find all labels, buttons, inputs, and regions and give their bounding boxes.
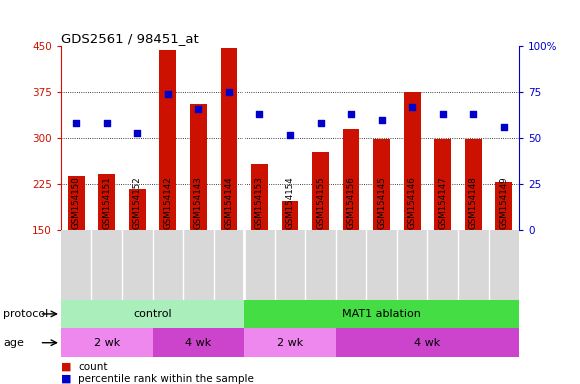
- Bar: [99, 174, 115, 230]
- Text: percentile rank within the sample: percentile rank within the sample: [78, 374, 254, 384]
- Bar: [312, 152, 329, 230]
- Text: 4 wk: 4 wk: [414, 338, 441, 348]
- Bar: [495, 182, 512, 230]
- Text: ■: ■: [61, 361, 71, 372]
- Bar: [336, 328, 519, 357]
- Text: GDS2561 / 98451_at: GDS2561 / 98451_at: [61, 32, 198, 45]
- Bar: [61, 328, 153, 357]
- Bar: [343, 129, 360, 230]
- Bar: [434, 139, 451, 230]
- Bar: [160, 50, 176, 230]
- Text: 4 wk: 4 wk: [185, 338, 212, 348]
- Bar: [68, 176, 85, 230]
- Point: [102, 121, 111, 127]
- Point: [316, 121, 325, 127]
- Bar: [129, 189, 146, 230]
- Point: [71, 121, 81, 127]
- Text: MAT1 ablation: MAT1 ablation: [342, 309, 421, 319]
- Bar: [251, 164, 268, 230]
- Point: [133, 130, 142, 136]
- Bar: [153, 328, 244, 357]
- Text: 2 wk: 2 wk: [277, 338, 303, 348]
- Bar: [465, 139, 481, 230]
- Bar: [404, 92, 420, 230]
- Point: [469, 111, 478, 118]
- Text: control: control: [133, 309, 172, 319]
- Point: [346, 111, 356, 118]
- Text: ■: ■: [61, 374, 71, 384]
- Bar: [61, 300, 244, 328]
- Point: [377, 117, 386, 123]
- Bar: [374, 139, 390, 230]
- Text: age: age: [3, 338, 24, 348]
- Point: [285, 131, 295, 137]
- Bar: [282, 201, 298, 230]
- Text: count: count: [78, 361, 108, 372]
- Bar: [244, 300, 519, 328]
- Bar: [190, 104, 206, 230]
- Point: [408, 104, 417, 110]
- Point: [438, 111, 447, 118]
- Text: protocol: protocol: [3, 309, 48, 319]
- Point: [194, 106, 203, 112]
- Bar: [220, 48, 237, 230]
- Text: 2 wk: 2 wk: [93, 338, 120, 348]
- Bar: [244, 328, 336, 357]
- Point: [499, 124, 509, 130]
- Point: [255, 111, 264, 118]
- Point: [224, 89, 234, 95]
- Point: [163, 91, 172, 97]
